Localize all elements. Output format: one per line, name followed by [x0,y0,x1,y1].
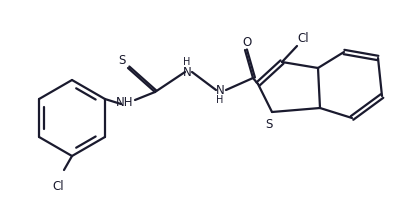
Text: H: H [183,57,191,67]
Text: O: O [242,35,251,48]
Text: H: H [216,95,224,105]
Text: S: S [265,117,273,130]
Text: NH: NH [116,96,134,109]
Text: N: N [216,84,224,97]
Text: Cl: Cl [52,180,64,193]
Text: Cl: Cl [297,32,309,45]
Text: N: N [183,65,191,78]
Text: S: S [118,54,126,67]
